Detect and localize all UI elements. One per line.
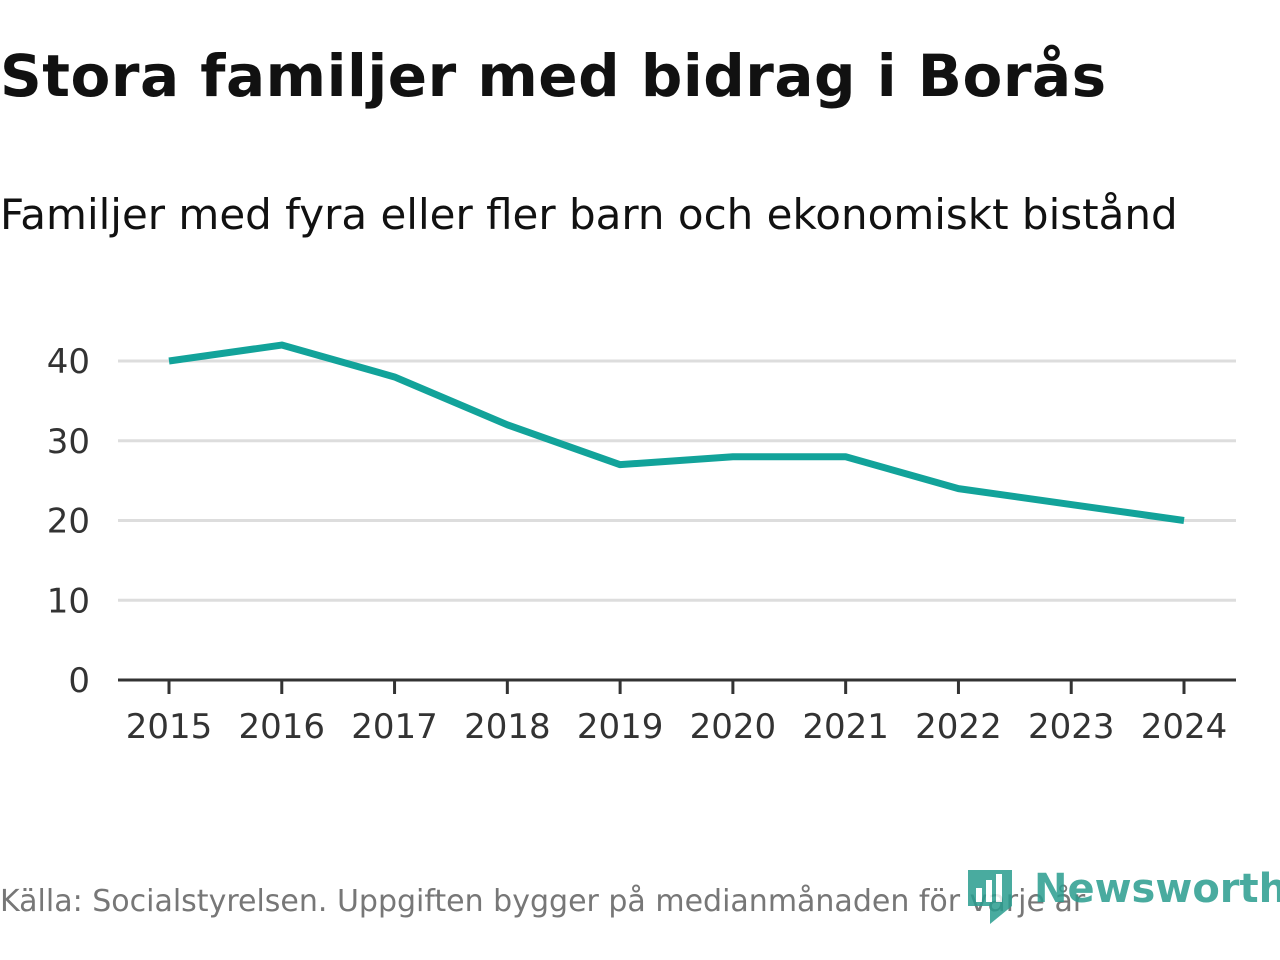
y-tick-label: 30	[47, 422, 90, 462]
x-tick-label: 2024	[1141, 707, 1228, 747]
newsworthy-logo-icon	[968, 870, 1012, 924]
y-axis-ticks: 0 10 20 30 40	[47, 342, 90, 701]
series-line-familjer	[168, 341, 1185, 524]
chart-subtitle: Familjer med fyra eller fler barn och ek…	[0, 190, 1178, 239]
x-tick-label: 2022	[915, 707, 1002, 747]
x-tick-label: 2015	[126, 707, 213, 747]
x-tick-label: 2017	[351, 707, 438, 747]
x-tick-label: 2020	[690, 707, 777, 747]
x-tick-label: 2019	[577, 707, 664, 747]
x-tick-label: 2018	[464, 707, 551, 747]
y-tick-label: 10	[47, 581, 90, 621]
newsworthy-logo: Newsworthy	[964, 864, 1280, 924]
x-tick-label: 2021	[802, 707, 889, 747]
gridlines	[118, 359, 1236, 602]
y-tick-label: 40	[47, 342, 90, 382]
chart-title: Stora familjer med bidrag i Borås	[0, 42, 1107, 110]
x-tick-label: 2016	[239, 707, 326, 747]
newsworthy-logo-text: Newsworthy	[1034, 866, 1280, 912]
y-tick-label: 20	[47, 502, 90, 542]
y-tick-label: 0	[68, 661, 90, 701]
x-axis: 2015 2016 2017 2018 2019 2020 2021 2022 2023 2024	[118, 678, 1236, 747]
source-note: Källa: Socialstyrelsen. Uppgiften bygger…	[0, 884, 1086, 919]
series-group	[168, 341, 1185, 524]
x-tick-label: 2023	[1028, 707, 1115, 747]
